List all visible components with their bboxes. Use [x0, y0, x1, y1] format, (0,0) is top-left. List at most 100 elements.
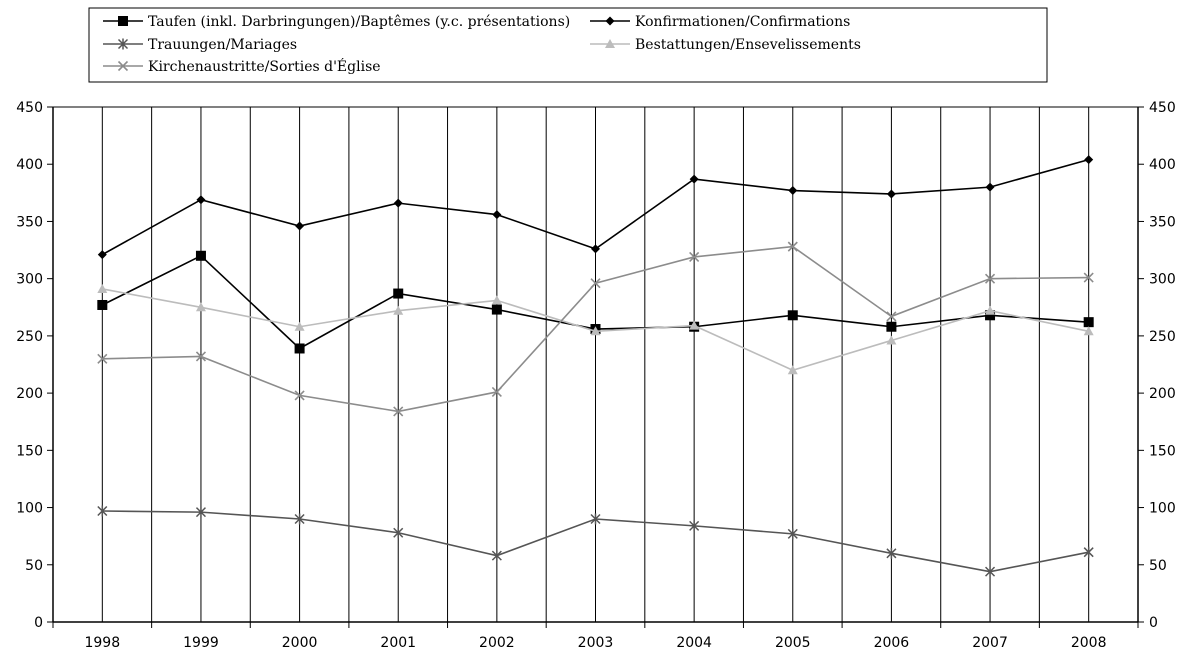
data-point-shape — [295, 221, 305, 231]
data-point — [985, 310, 996, 321]
y-tick-label-left: 0 — [34, 615, 43, 631]
data-point — [590, 513, 601, 525]
legend-marker — [118, 16, 128, 26]
data-point-shape — [393, 527, 404, 539]
legend-marker — [605, 39, 615, 48]
data-point-shape — [195, 351, 207, 362]
y-tick-label-right: 400 — [1149, 157, 1176, 173]
y-tick-label-left: 300 — [16, 272, 43, 288]
y-tick-label-left: 350 — [16, 214, 43, 230]
y-tick-label-left: 450 — [16, 100, 43, 116]
tick-labels: 0 0 50 50 100 100 150 150 200 200 250 250 300 300 350 3… — [16, 100, 1175, 651]
data-point-shape — [985, 310, 996, 321]
data-point-shape — [294, 390, 305, 401]
data-point — [295, 221, 305, 231]
data-point-shape — [195, 506, 206, 518]
data-point-shape — [195, 250, 206, 261]
data-point-shape — [491, 550, 502, 562]
data-point — [689, 251, 700, 262]
y-tick-label-right: 450 — [1149, 100, 1176, 116]
data-point-shape — [886, 321, 897, 332]
y-tick-label-left: 150 — [16, 443, 43, 459]
data-point — [886, 335, 897, 345]
legend-marker-shape — [117, 60, 129, 72]
data-point — [886, 321, 897, 332]
data-point — [196, 195, 206, 205]
data-point — [1084, 155, 1094, 165]
data-point — [1083, 546, 1094, 558]
data-point — [491, 304, 502, 315]
data-point — [491, 550, 502, 562]
data-point — [985, 305, 996, 315]
data-point — [689, 320, 700, 330]
data-point — [97, 299, 108, 310]
data-point — [886, 547, 897, 559]
data-point-shape — [97, 283, 108, 293]
data-point-shape — [689, 520, 700, 532]
y-tick-label-right: 200 — [1149, 386, 1176, 402]
legend-marker-shape — [117, 38, 129, 50]
data-point — [97, 250, 107, 260]
data-point — [491, 295, 502, 305]
series-3 — [97, 283, 1094, 375]
y-tick-label-right: 150 — [1149, 443, 1176, 459]
legend-label: Taufen (inkl. Darbringungen)/Baptêmes (y… — [148, 14, 570, 30]
legend-item-0: Taufen (inkl. Darbringungen)/Baptêmes (y… — [103, 14, 570, 30]
legend: Taufen (inkl. Darbringungen)/Baptêmes (y… — [88, 7, 1048, 83]
data-point — [787, 365, 798, 375]
data-point — [590, 278, 601, 289]
x-tick-label: 2001 — [380, 635, 416, 651]
legend-item-1: Konfirmationen/Confirmations — [590, 14, 850, 30]
data-point-shape — [590, 278, 601, 289]
data-point — [591, 244, 600, 254]
data-point — [787, 310, 798, 321]
legend-marker — [117, 38, 129, 50]
data-point-shape — [984, 273, 996, 284]
data-point — [393, 288, 404, 299]
data-point — [195, 302, 206, 312]
legend-marker — [117, 60, 129, 72]
data-point-shape — [886, 311, 897, 322]
data-point — [985, 182, 995, 192]
data-point-shape — [393, 198, 403, 208]
data-point-shape — [1083, 326, 1094, 336]
y-tick-label-right: 250 — [1149, 329, 1176, 345]
legend-marker-shape — [605, 16, 615, 26]
data-point — [1083, 317, 1094, 328]
data-point — [787, 528, 798, 540]
data-point — [984, 273, 996, 284]
data-point-shape — [97, 250, 107, 260]
legend-label: Kirchenaustritte/Sorties d'Église — [148, 57, 381, 75]
data-point — [393, 406, 404, 417]
data-point — [97, 283, 108, 293]
y-tick-label-left: 100 — [16, 501, 43, 517]
data-point — [294, 343, 305, 354]
data-point-shape — [196, 195, 206, 205]
data-point-shape — [985, 305, 996, 315]
data-point-shape — [97, 505, 108, 517]
y-tick-label-right: 350 — [1149, 214, 1176, 230]
data-point-shape — [886, 547, 897, 559]
data-point — [393, 527, 404, 539]
data-point-shape — [985, 566, 996, 578]
data-point-shape — [294, 513, 305, 525]
data-point-shape — [491, 295, 502, 305]
legend-item-3: Bestattungen/Ensevelissements — [590, 37, 861, 53]
x-tick-label: 2004 — [676, 635, 712, 651]
data-point — [97, 505, 108, 517]
series-2 — [97, 505, 1094, 578]
data-point-shape — [1083, 546, 1094, 558]
x-tick-label: 2002 — [479, 635, 515, 651]
data-point-shape — [491, 304, 502, 315]
series-lines — [97, 155, 1094, 578]
y-tick-label-left: 250 — [16, 329, 43, 345]
data-point-shape — [689, 251, 700, 262]
legend-item-4: Kirchenaustritte/Sorties d'Église — [103, 57, 381, 75]
data-point — [886, 189, 896, 199]
y-tick-label-left: 50 — [25, 558, 43, 574]
y-tick-label-right: 300 — [1149, 272, 1176, 288]
data-point — [787, 241, 798, 252]
x-tick-label: 2003 — [578, 635, 614, 651]
data-point-shape — [1083, 272, 1094, 283]
